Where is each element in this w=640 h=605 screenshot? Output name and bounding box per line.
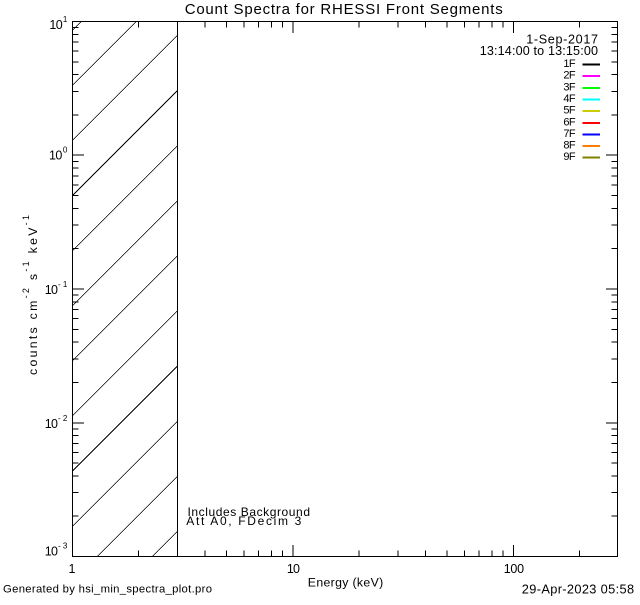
svg-text:1-Sep-2017: 1-Sep-2017 [526, 32, 598, 46]
svg-text:10: 10 [49, 149, 62, 163]
svg-text:29-Apr-2023 05:58: 29-Apr-2023 05:58 [522, 581, 634, 596]
svg-text:100: 100 [504, 562, 524, 576]
svg-text:Includes Background: Includes Background [188, 505, 311, 519]
svg-text:2F: 2F [563, 70, 575, 82]
svg-text:3F: 3F [563, 81, 575, 93]
svg-text:Generated by hsi_min_spectra_p: Generated by hsi_min_spectra_plot.pro [3, 583, 212, 595]
svg-text:Energy (keV): Energy (keV) [308, 576, 383, 590]
svg-text:13:14:00 to 13:15:00: 13:14:00 to 13:15:00 [480, 44, 598, 58]
svg-text:10: 10 [45, 417, 58, 431]
svg-text:8F: 8F [563, 140, 575, 152]
svg-text:6F: 6F [563, 116, 575, 128]
svg-text:9F: 9F [563, 151, 575, 163]
svg-text:7F: 7F [563, 128, 575, 140]
svg-text:1: 1 [63, 15, 68, 24]
svg-text:10: 10 [49, 18, 62, 32]
svg-text:5F: 5F [563, 105, 575, 117]
svg-text:10: 10 [45, 544, 58, 558]
svg-text:Count Spectra for RHESSI Front: Count Spectra for RHESSI Front Segments [185, 1, 503, 18]
svg-text:-1: -1 [58, 280, 68, 289]
svg-text:counts cm-2 s-1 keV-1: counts cm-2 s-1 keV-1 [21, 215, 40, 375]
svg-text:-2: -2 [58, 414, 68, 423]
svg-text:4F: 4F [563, 93, 575, 105]
svg-text:10: 10 [45, 283, 58, 297]
svg-text:Att A0, FDecim 3: Att A0, FDecim 3 [186, 514, 301, 528]
svg-text:10: 10 [287, 562, 300, 576]
svg-text:1: 1 [69, 562, 76, 576]
svg-text:1F: 1F [563, 58, 575, 70]
svg-text:0: 0 [63, 146, 68, 155]
svg-text:-3: -3 [58, 542, 68, 551]
